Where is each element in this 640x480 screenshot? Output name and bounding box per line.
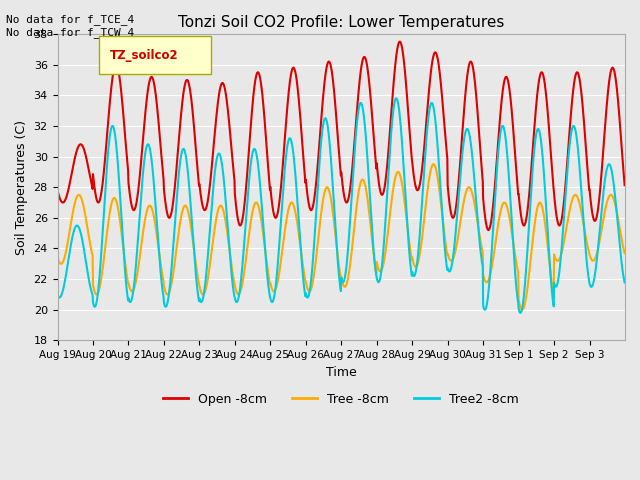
Open -8cm <box>614 97 622 103</box>
Tree -8cm <box>142 211 150 216</box>
Title: Tonzi Soil CO2 Profile: Lower Temperatures: Tonzi Soil CO2 Profile: Lower Temperatur… <box>178 15 504 30</box>
Open -8cm <box>326 60 334 66</box>
Open -8cm <box>559 211 566 216</box>
Tree -8cm <box>476 229 483 235</box>
Tree2 -8cm <box>142 145 150 151</box>
Line: Open -8cm: Open -8cm <box>58 42 625 230</box>
Open -8cm <box>396 39 403 45</box>
Open -8cm <box>142 101 150 107</box>
Tree2 -8cm <box>392 96 400 101</box>
Tree2 -8cm <box>326 147 334 153</box>
Tree -8cm <box>518 307 526 312</box>
Tree -8cm <box>326 192 334 198</box>
Line: Tree -8cm: Tree -8cm <box>58 164 625 310</box>
Text: TZ_soilco2: TZ_soilco2 <box>110 48 179 62</box>
Tree -8cm <box>316 225 323 231</box>
Tree2 -8cm <box>516 310 524 316</box>
Tree -8cm <box>54 254 61 260</box>
X-axis label: Time: Time <box>326 366 356 379</box>
Y-axis label: Soil Temperatures (C): Soil Temperatures (C) <box>15 120 28 255</box>
Legend: Open -8cm, Tree -8cm, Tree2 -8cm: Open -8cm, Tree -8cm, Tree2 -8cm <box>159 388 524 411</box>
Tree -8cm <box>614 215 622 221</box>
Open -8cm <box>316 140 323 145</box>
Text: No data for f_TCE_4
No data for f_TCW_4: No data for f_TCE_4 No data for f_TCW_4 <box>6 14 134 38</box>
Open -8cm <box>54 188 61 193</box>
Tree -8cm <box>559 246 566 252</box>
Tree2 -8cm <box>614 223 622 229</box>
Tree2 -8cm <box>559 233 566 239</box>
Tree2 -8cm <box>476 234 483 240</box>
Open -8cm <box>621 182 628 188</box>
Tree2 -8cm <box>621 279 628 285</box>
Tree -8cm <box>621 250 628 256</box>
Tree2 -8cm <box>54 293 61 299</box>
Tree -8cm <box>430 161 438 167</box>
Open -8cm <box>476 130 483 135</box>
Line: Tree2 -8cm: Tree2 -8cm <box>58 98 625 313</box>
Tree2 -8cm <box>316 159 323 165</box>
Open -8cm <box>484 227 492 233</box>
